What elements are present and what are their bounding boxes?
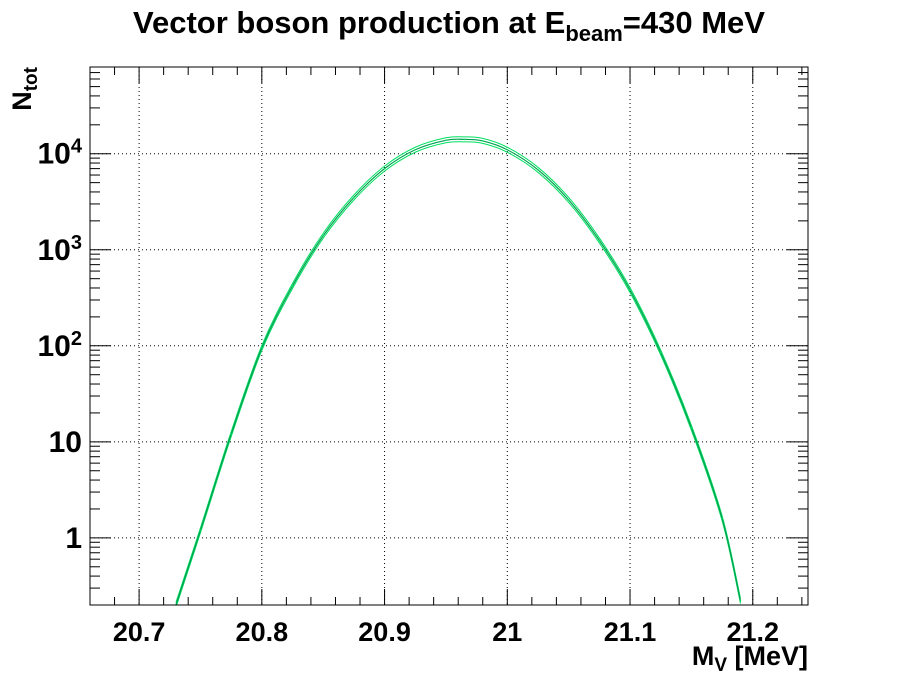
x-tick-label: 20.9 xyxy=(358,617,411,647)
y-tick-label: 10 xyxy=(49,426,82,459)
data-point xyxy=(659,351,662,354)
data-point xyxy=(537,169,539,171)
axis-ticks xyxy=(89,66,808,606)
data-point xyxy=(414,148,417,151)
y-tick-label: 102 xyxy=(38,328,83,363)
y-tick-label: 104 xyxy=(38,136,83,171)
x-axis-label-tail: [MeV] xyxy=(727,641,808,671)
data-point xyxy=(463,138,466,141)
series-band-lower xyxy=(176,141,741,605)
data-point xyxy=(230,433,232,436)
x-tick-labels: 20.7 20.8 20.9 21 21.1 21.2 xyxy=(113,617,779,647)
x-tick-label: 20.8 xyxy=(236,617,289,647)
chart-title: Vector boson production at Ebeam=430 MeV xyxy=(133,5,765,46)
data-point xyxy=(261,347,263,349)
y-tick-label: 103 xyxy=(38,232,83,267)
x-tick-label: 21.2 xyxy=(726,617,779,647)
chart-title-sub: beam xyxy=(565,21,622,46)
data-point xyxy=(506,148,509,151)
x-tick-label: 21.1 xyxy=(604,617,657,647)
data-point xyxy=(690,427,693,429)
data-point xyxy=(598,239,601,242)
series-group xyxy=(175,136,742,605)
plot-frame xyxy=(89,66,809,606)
data-point xyxy=(291,285,294,287)
chart-title-tail: =430 MeV xyxy=(623,5,766,40)
series-band-upper xyxy=(175,136,741,603)
data-point xyxy=(739,600,742,602)
y-axis-label-main: N xyxy=(7,91,37,111)
data-series xyxy=(175,136,742,605)
data-point xyxy=(322,234,325,237)
x-axis-label-main: M xyxy=(692,641,715,671)
x-axis-label: MV [MeV] xyxy=(692,641,808,674)
data-point xyxy=(199,529,202,532)
y-axis-label-sub: tot xyxy=(21,66,42,91)
data-point xyxy=(481,140,484,142)
x-tick-label: 21 xyxy=(492,617,522,647)
x-axis-label-sub: V xyxy=(714,655,727,674)
chart-title-main: Vector boson production at E xyxy=(133,5,565,40)
y-tick-labels: 1 10 102 103 104 xyxy=(38,136,83,555)
grid xyxy=(90,67,808,605)
data-point xyxy=(721,517,723,520)
data-point xyxy=(567,199,570,201)
data-point xyxy=(383,167,386,170)
data-point xyxy=(353,196,355,199)
data-point xyxy=(629,289,631,291)
y-axis-label: Ntot xyxy=(7,66,42,110)
x-tick-label: 20.7 xyxy=(113,617,166,647)
y-tick-label: 1 xyxy=(65,522,82,555)
data-point xyxy=(445,139,447,142)
